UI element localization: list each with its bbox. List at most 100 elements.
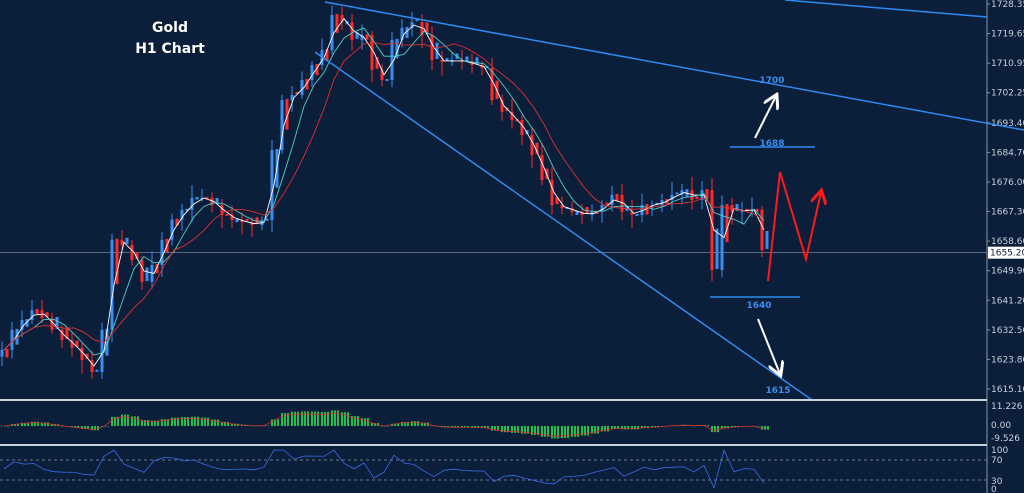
candle-body <box>575 210 579 215</box>
macd-histogram-bar <box>364 418 366 426</box>
macd-histogram-bar <box>417 421 419 426</box>
candle-body <box>755 208 759 213</box>
candle-body <box>150 264 154 282</box>
macd-histogram-bar <box>524 426 526 434</box>
macd-histogram-bar <box>27 422 29 426</box>
y-tick-label: 1676.00 <box>991 178 1024 188</box>
candle-body <box>65 327 69 340</box>
candle-body <box>10 329 14 350</box>
macd-histogram-bar <box>144 420 146 426</box>
macd-histogram-bar <box>631 426 633 430</box>
macd-histogram-bar <box>714 426 716 433</box>
candle-body <box>375 57 379 69</box>
candle-body <box>330 15 334 51</box>
macd-histogram-bar <box>104 426 106 427</box>
candle-body <box>75 340 79 347</box>
macd-histogram-bar <box>374 423 376 426</box>
outer-trendline <box>784 0 988 18</box>
macd-histogram-bar <box>177 417 179 426</box>
macd-histogram-bar <box>451 426 453 428</box>
candle-body <box>120 239 124 245</box>
macd-histogram-bar <box>564 426 566 439</box>
candle-body <box>540 155 544 180</box>
macd-histogram-bar <box>541 426 543 437</box>
moving-average-line <box>3 17 765 367</box>
candle-body <box>435 42 439 59</box>
macd-histogram-bar <box>37 421 39 426</box>
macd-histogram-bar <box>621 426 623 430</box>
macd-histogram-bar <box>24 422 26 426</box>
candle-body <box>175 218 179 226</box>
candle-body <box>555 197 559 205</box>
candle-body <box>640 205 644 215</box>
upper-trendline <box>324 1 1024 131</box>
pane-separator <box>0 399 987 401</box>
candle-body <box>130 244 134 261</box>
rsi-tick-label: 70 <box>991 456 1003 466</box>
macd-histogram-bar <box>507 426 509 433</box>
candle-body <box>500 100 504 112</box>
chart-title-symbol: Gold <box>152 20 188 36</box>
macd-histogram-bar <box>544 426 546 437</box>
macd-histogram-bar <box>534 426 536 435</box>
candle-body <box>15 328 19 345</box>
macd-histogram-bar <box>517 426 519 433</box>
macd-histogram-bar <box>464 426 466 428</box>
candle-body <box>170 219 174 240</box>
macd-histogram-bar <box>624 426 626 430</box>
candle-body <box>265 218 269 221</box>
macd-histogram-bar <box>457 426 459 428</box>
candle-body <box>415 18 419 22</box>
candle-body <box>195 196 199 200</box>
macd-histogram-bar <box>371 423 373 426</box>
candle-body <box>760 209 764 250</box>
macd-histogram-bar <box>397 423 399 426</box>
rsi-tick-label: 0 <box>991 485 997 493</box>
macd-histogram-bar <box>597 426 599 434</box>
y-tick-label: 1623.80 <box>991 355 1024 365</box>
candle-body <box>400 27 404 40</box>
candle-body <box>105 328 109 356</box>
macd-histogram-bar <box>494 426 496 431</box>
macd-histogram-bar <box>501 426 503 433</box>
current-price-box <box>988 246 1024 259</box>
macd-tick-label: 11.226 <box>991 402 1023 412</box>
macd-histogram-bar <box>651 426 653 428</box>
candle-body <box>645 204 649 215</box>
macd-histogram-bar <box>561 426 563 439</box>
macd-histogram-bar <box>301 411 303 426</box>
candle-body <box>280 100 284 151</box>
y-tick-label: 1684.70 <box>991 148 1024 158</box>
candle-body <box>580 211 584 215</box>
candle-body <box>205 196 209 200</box>
macd-histogram-bar <box>347 412 349 426</box>
level-label-1615: 1615 <box>765 386 790 396</box>
macd-histogram-bar <box>147 420 149 426</box>
macd-histogram-bar <box>381 426 383 427</box>
y-tick-label: 1728.35 <box>991 0 1024 10</box>
candle-body <box>445 58 449 61</box>
macd-histogram-bar <box>321 411 323 426</box>
candle-body <box>745 208 749 211</box>
macd-histogram-bar <box>477 426 479 428</box>
macd-histogram-bar <box>521 426 523 434</box>
macd-histogram-bar <box>274 419 276 426</box>
macd-histogram-bar <box>481 426 483 428</box>
macd-histogram-bar <box>107 426 109 427</box>
macd-histogram-bar <box>127 414 129 426</box>
macd-histogram-bar <box>474 426 476 428</box>
macd-histogram-bar <box>264 425 266 427</box>
lower-trendline <box>314 51 813 401</box>
moving-average-line <box>3 41 765 351</box>
macd-histogram-bar <box>194 416 196 426</box>
candle-body <box>470 61 474 66</box>
candle-body <box>230 214 234 221</box>
macd-tick-label: 0.00 <box>991 421 1011 431</box>
macd-histogram-bar <box>497 426 499 431</box>
macd-histogram-bar <box>587 426 589 436</box>
macd-histogram-bar <box>484 426 486 428</box>
candle-body <box>50 317 54 330</box>
candle-body <box>695 196 699 199</box>
moving-average-line <box>3 27 765 356</box>
